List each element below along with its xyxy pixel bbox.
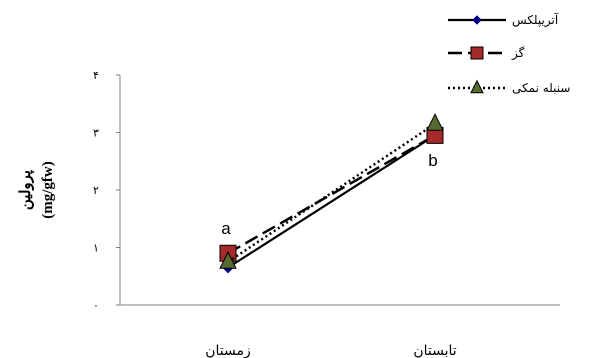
y-tick-label: ۲ [93, 184, 99, 197]
legend-label: سنبله نمکی [512, 81, 570, 95]
y-tick-label: ۴ [93, 69, 99, 82]
y-axis-label-line1: پرولین [18, 170, 35, 210]
data-point [219, 251, 237, 269]
x-tick-label: زمستان [205, 343, 251, 358]
legend-marker [470, 46, 484, 60]
legend-marker [470, 79, 484, 94]
annotation-layer: ab [221, 151, 437, 238]
data-point [426, 113, 444, 131]
y-axis-label-line2: (mg/gfw) [40, 161, 56, 218]
x-tick-label: تابستان [413, 343, 456, 358]
axes: ۰ ۱ ۲ ۳ ۴ زمستان تابستان [93, 69, 560, 358]
series-line [227, 134, 436, 269]
series-line [227, 134, 436, 255]
y-tick-label: ۱ [93, 242, 99, 255]
legend-marker [472, 15, 482, 25]
legend-label: آتریپلکس [512, 12, 559, 28]
y-tick-label: ۳ [93, 127, 99, 140]
series-2 [219, 126, 444, 262]
series-layer [219, 113, 444, 274]
legend: آتریپلکس گز سنبله نمکی [448, 12, 570, 95]
series-line [227, 122, 436, 263]
significance-letter: a [221, 219, 231, 238]
series-3 [219, 113, 444, 269]
legend-label: گز [511, 46, 525, 61]
y-tick-label: ۰ [93, 299, 99, 312]
significance-letter: b [428, 151, 437, 170]
